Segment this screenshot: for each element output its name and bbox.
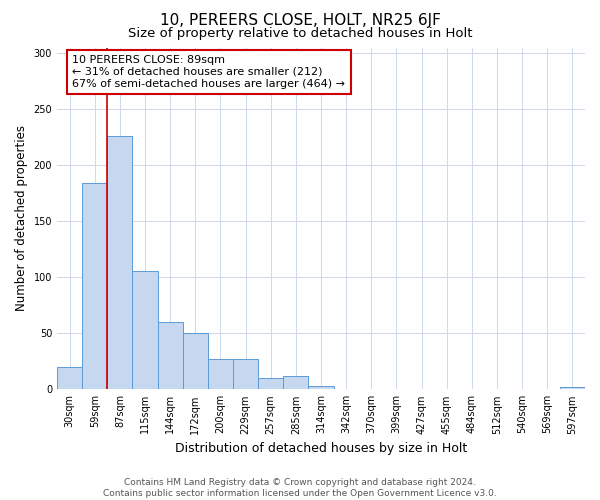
Bar bbox=[158, 322, 183, 390]
Bar bbox=[283, 376, 308, 390]
Text: Size of property relative to detached houses in Holt: Size of property relative to detached ho… bbox=[128, 28, 472, 40]
Bar bbox=[183, 334, 208, 390]
Bar bbox=[560, 387, 585, 390]
Bar bbox=[208, 359, 233, 390]
Text: 10 PEREERS CLOSE: 89sqm
← 31% of detached houses are smaller (212)
67% of semi-d: 10 PEREERS CLOSE: 89sqm ← 31% of detache… bbox=[72, 56, 345, 88]
Bar bbox=[233, 359, 258, 390]
Bar bbox=[82, 183, 107, 390]
Text: 10, PEREERS CLOSE, HOLT, NR25 6JF: 10, PEREERS CLOSE, HOLT, NR25 6JF bbox=[160, 12, 440, 28]
Bar bbox=[133, 270, 158, 390]
Bar bbox=[107, 136, 133, 390]
Bar bbox=[258, 378, 283, 390]
Bar bbox=[308, 386, 334, 390]
Y-axis label: Number of detached properties: Number of detached properties bbox=[15, 126, 28, 312]
Text: Contains HM Land Registry data © Crown copyright and database right 2024.
Contai: Contains HM Land Registry data © Crown c… bbox=[103, 478, 497, 498]
X-axis label: Distribution of detached houses by size in Holt: Distribution of detached houses by size … bbox=[175, 442, 467, 455]
Bar bbox=[57, 367, 82, 390]
